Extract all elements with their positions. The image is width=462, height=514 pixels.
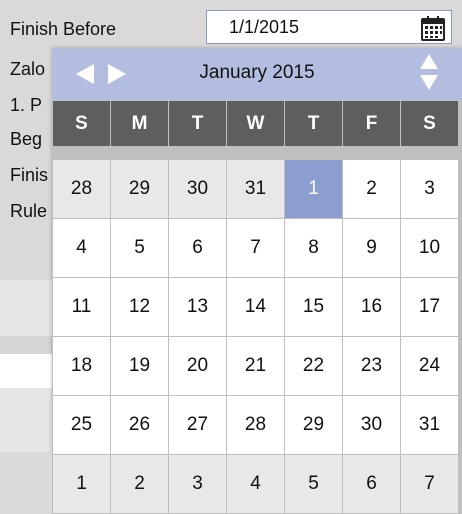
calendar-day[interactable]: 29 [111,160,168,218]
year-spinner [420,54,438,92]
month-title: January 2015 [199,62,315,83]
weekday-header: W [227,101,284,146]
calendar-day[interactable]: 7 [227,219,284,277]
calendar-day[interactable]: 22 [285,337,342,395]
calendar-day[interactable]: 14 [227,278,284,336]
calendar-day[interactable]: 3 [169,455,226,513]
calendar-day[interactable]: 7 [401,455,458,513]
weekday-header: S [53,101,110,146]
calendar-day[interactable]: 23 [343,337,400,395]
calendar-day[interactable]: 21 [227,337,284,395]
finish-before-field [206,10,452,44]
calendar-day[interactable]: 16 [343,278,400,336]
calendar-icon[interactable] [419,14,447,42]
calendar-day[interactable]: 11 [53,278,110,336]
form-label-5: Finis [10,165,49,185]
calendar-day[interactable]: 6 [169,219,226,277]
calendar-day[interactable]: 8 [285,219,342,277]
arrow-up-icon[interactable] [420,54,438,69]
calendar-day-selected[interactable]: 1 [285,160,342,218]
calendar-day[interactable]: 26 [111,396,168,454]
form-label-3: 1. P [10,95,43,115]
calendar-day[interactable]: 15 [285,278,342,336]
form-label-6: Rule [10,201,48,221]
calendar-day[interactable]: 31 [227,160,284,218]
calendar-day[interactable]: 27 [169,396,226,454]
chevron-left-icon[interactable] [76,64,94,84]
calendar-day[interactable]: 17 [401,278,458,336]
arrow-down-icon[interactable] [420,75,438,90]
calendar-day[interactable]: 12 [111,278,168,336]
calendar-day[interactable]: 20 [169,337,226,395]
calendar-day[interactable]: 9 [343,219,400,277]
calendar-day[interactable]: 25 [53,396,110,454]
calendar-day[interactable]: 3 [401,160,458,218]
calendar-day[interactable]: 29 [285,396,342,454]
calendar-day[interactable]: 24 [401,337,458,395]
finish-before-label: Finish Before [10,19,117,39]
calendar-header: January 2015 [52,48,462,100]
weekday-header: S [401,101,458,146]
calendar-day[interactable]: 18 [53,337,110,395]
weekday-header: F [343,101,400,146]
calendar-day[interactable]: 30 [169,160,226,218]
calendar-day[interactable]: 30 [343,396,400,454]
calendar-day[interactable]: 4 [227,455,284,513]
weekday-header: M [111,101,168,146]
calendar-day[interactable]: 19 [111,337,168,395]
calendar-day[interactable]: 5 [111,219,168,277]
calendar-day[interactable]: 31 [401,396,458,454]
weekday-header: T [169,101,226,146]
calendar-day[interactable]: 13 [169,278,226,336]
calendar-day[interactable]: 5 [285,455,342,513]
weekday-header: T [285,101,342,146]
calendar-day[interactable]: 2 [111,455,168,513]
calendar-day[interactable]: 28 [227,396,284,454]
calendar-day[interactable]: 4 [53,219,110,277]
calendar-day[interactable]: 10 [401,219,458,277]
form-label-4: Beg [10,129,43,149]
chevron-right-icon[interactable] [108,64,126,84]
calendar-day[interactable]: 6 [343,455,400,513]
calendar-day[interactable]: 2 [343,160,400,218]
date-input[interactable] [207,11,407,43]
calendar-day[interactable]: 1 [53,455,110,513]
form-label-2: Zalo [10,59,46,79]
date-picker-popup: January 2015 S M T W T F S 28 29 30 31 1 2 3 4 5… [52,48,462,514]
calendar-day[interactable]: 28 [53,160,110,218]
